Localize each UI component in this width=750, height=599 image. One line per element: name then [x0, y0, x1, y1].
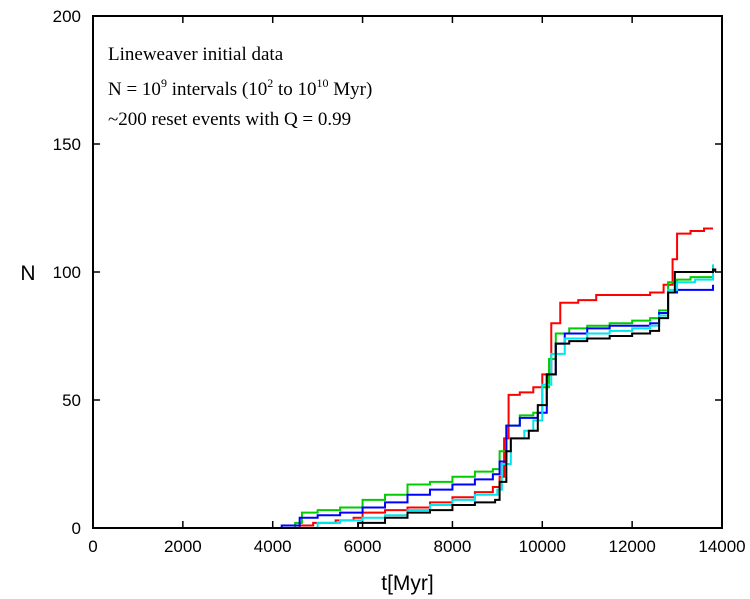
annotation-line-2-sup: 9	[161, 76, 167, 90]
y-tick-label: 200	[53, 7, 81, 26]
annotation-line-2-part: Myr)	[328, 79, 372, 100]
x-tick-label: 2000	[164, 537, 202, 556]
y-tick-label: 50	[62, 391, 81, 410]
annotation-line-1: Lineweaver initial data	[108, 44, 284, 65]
annotation-block: Lineweaver initial data N = 109 interval…	[108, 44, 372, 130]
series-line-4	[299, 264, 715, 529]
x-tick-label: 0	[88, 537, 97, 556]
tick-layer: 0 2000 4000 6000 8000 10000 12000 14000 0 50 100 15…	[53, 7, 746, 556]
y-tick-label: 0	[72, 519, 81, 538]
annotation-line-2-sup: 10	[316, 76, 328, 90]
y-tick-label: 100	[53, 263, 81, 282]
series-line-5	[335, 268, 717, 529]
x-axis-label: t[Myr]	[381, 572, 434, 595]
annotation-line-2-part: to 10	[273, 79, 316, 100]
y-axis-label: N	[20, 262, 35, 285]
series-line-1	[295, 227, 714, 529]
series-line-3	[254, 284, 715, 529]
annotation-line-2-part: N = 10	[108, 79, 161, 100]
annotation-line-2: N = 109 intervals (102 to 1010 Myr)	[108, 76, 372, 100]
x-tick-label: 4000	[254, 537, 292, 556]
series-line-2	[286, 274, 715, 529]
x-tick-label: 12000	[609, 537, 656, 556]
annotation-line-2-part: intervals (10	[167, 79, 267, 100]
y-tick-label: 150	[53, 135, 81, 154]
annotation-line-3: ~200 reset events with Q = 0.99	[108, 109, 351, 130]
x-tick-label: 14000	[698, 537, 745, 556]
series-layer	[254, 227, 717, 529]
annotation-line-2-sup: 2	[267, 76, 273, 90]
x-tick-label: 8000	[434, 537, 472, 556]
x-tick-label: 6000	[344, 537, 382, 556]
x-tick-label: 10000	[519, 537, 566, 556]
